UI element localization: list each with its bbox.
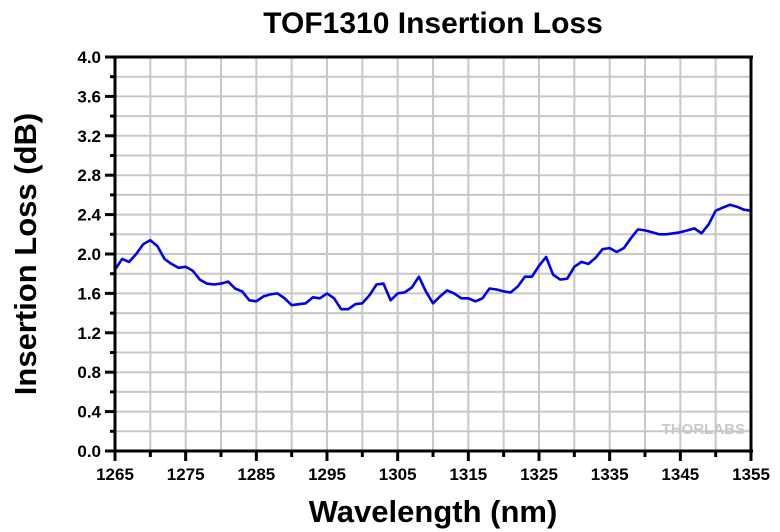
y-tick-label: 0.8 [77, 363, 101, 382]
x-tick-label: 1335 [591, 465, 629, 484]
y-tick-label: 4.0 [77, 48, 101, 67]
x-axis-label: Wavelength (nm) [309, 494, 558, 529]
chart-title: TOF1310 Insertion Loss [263, 7, 603, 40]
x-tick-label: 1345 [661, 465, 699, 484]
x-tick-label: 1275 [167, 465, 205, 484]
axes [105, 55, 753, 461]
x-tick-label: 1355 [732, 465, 770, 484]
y-tick-label: 1.2 [77, 324, 101, 343]
thorlabs-watermark: THORLABS [662, 421, 745, 438]
x-tick-label: 1325 [520, 465, 558, 484]
x-tick-label: 1265 [96, 465, 134, 484]
series-line [113, 203, 753, 311]
y-tick-label: 2.0 [77, 245, 101, 264]
y-tick-label: 2.4 [77, 206, 101, 225]
y-tick-label: 0.0 [77, 442, 101, 461]
x-tick-label: 1315 [449, 465, 487, 484]
x-tick-label: 1285 [237, 465, 275, 484]
x-tick-labels: 1265 1275 1285 1295 1305 1315 1325 1335 1345 1355 [96, 465, 770, 484]
y-tick-label: 1.6 [77, 284, 101, 303]
x-tick-label: 1305 [379, 465, 417, 484]
y-tick-label: 3.6 [77, 87, 101, 106]
y-tick-labels: 0.0 0.4 0.8 1.2 1.6 2.0 2.4 2.8 3.2 3.6 4.0 [77, 48, 101, 461]
gridlines [115, 57, 751, 451]
y-tick-label: 3.2 [77, 127, 101, 146]
y-tick-label: 2.8 [77, 166, 101, 185]
y-tick-label: 0.4 [77, 403, 101, 422]
x-tick-label: 1295 [308, 465, 346, 484]
series-layer [113, 203, 753, 311]
y-axis-label: Insertion Loss (dB) [8, 113, 43, 395]
